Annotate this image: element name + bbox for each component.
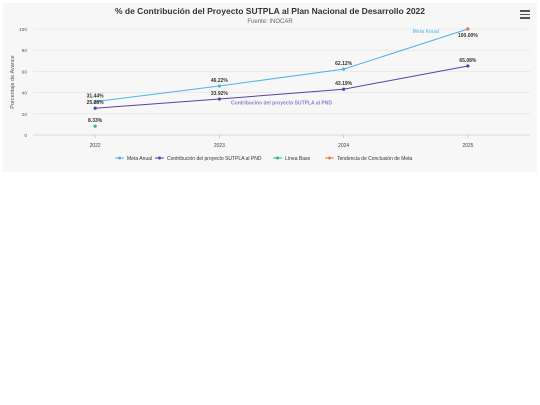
x-tick-label: 2025 (462, 143, 473, 149)
data-label: 62.12% (335, 61, 353, 67)
y-tick-label: 80 (22, 48, 28, 54)
legend-item: Tendencia de Conclusión de Meta (337, 156, 413, 162)
data-point (217, 97, 221, 101)
x-tick-label: 2024 (338, 143, 349, 149)
data-label: 31.44% (87, 94, 105, 100)
annotation-meta-anual: Meta Anual (413, 29, 440, 35)
data-label: 33.92% (211, 91, 229, 97)
data-label: 25.28% (87, 100, 105, 106)
hamburger-menu-icon[interactable] (520, 10, 530, 19)
y-tick-label: 100 (19, 27, 27, 33)
line-chart: % de Contribución del Proyecto SUTPLA al… (10, 6, 530, 162)
data-point (93, 106, 97, 110)
data-label: 65.08% (459, 58, 477, 64)
data-point (93, 100, 97, 104)
x-tick-label: 2022 (90, 143, 101, 149)
legend-item: Contribución del proyecto SUTPLA al PND (167, 156, 262, 162)
data-point (93, 124, 97, 128)
data-point (342, 87, 346, 91)
series-line-1 (95, 65, 468, 109)
chart-subtitle: Fuente: INOCAR (247, 19, 293, 25)
series-line-0 (95, 28, 469, 103)
data-label: 100.00% (458, 33, 478, 39)
data-point (217, 84, 221, 88)
chart-card: % de Contribución del Proyecto SUTPLA al… (3, 3, 537, 172)
y-tick-label: 60 (22, 69, 28, 75)
data-point (466, 27, 470, 31)
legend-swatch-marker (158, 156, 161, 160)
data-point (342, 67, 346, 71)
data-label: 43.19% (335, 81, 353, 87)
annotation-contribucion: Contribución del proyecto SUTPLA al PND (231, 100, 332, 106)
legend-item: Línea Base (285, 156, 311, 162)
data-label: 46.22% (211, 78, 229, 84)
y-tick-label: 40 (22, 91, 28, 97)
data-point (466, 64, 470, 68)
legend-swatch-marker (276, 156, 279, 160)
legend-item: Meta Anual (127, 156, 152, 162)
y-tick-label: 20 (22, 112, 28, 118)
data-label: 8.33% (88, 118, 103, 124)
x-tick-label: 2023 (214, 143, 225, 149)
legend-swatch-marker (118, 156, 121, 160)
legend-swatch-marker (328, 156, 331, 160)
chart-title: % de Contribución del Proyecto SUTPLA al… (115, 6, 425, 16)
y-axis-title: Porcentaje de Avance (10, 55, 16, 108)
y-tick-label: 0 (24, 133, 27, 139)
